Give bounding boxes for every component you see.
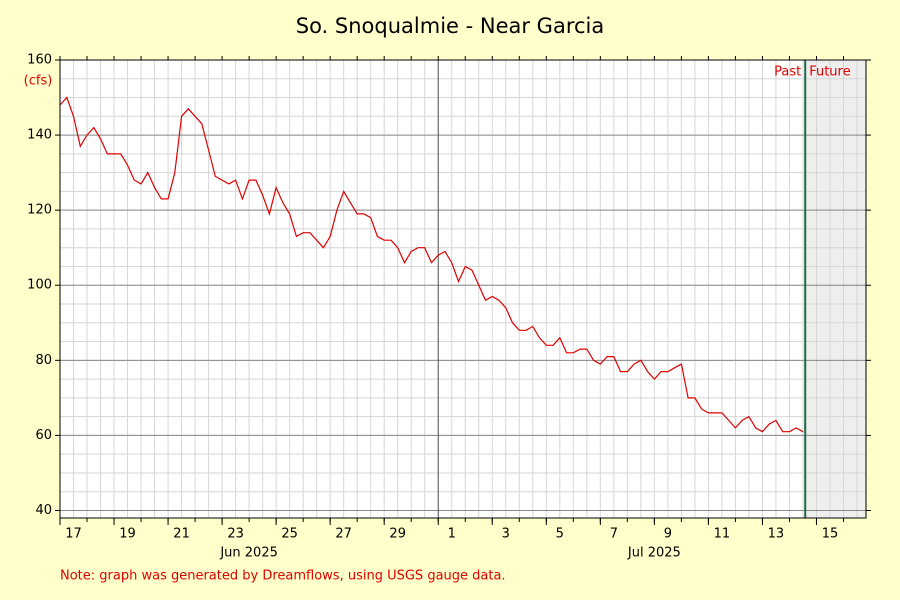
x-tick-label: 23 — [227, 527, 244, 542]
y-tick-label: 160 — [27, 53, 52, 68]
x-tick-label: 3 — [502, 527, 510, 542]
future-region — [805, 60, 866, 518]
x-tick-label: 27 — [335, 527, 352, 542]
x-tick-label: 11 — [714, 527, 731, 542]
chart-title: So. Snoqualmie - Near Garcia — [296, 14, 605, 38]
x-tick-label: 1 — [448, 527, 456, 542]
x-tick-label: 13 — [768, 527, 785, 542]
x-tick-label: 15 — [822, 527, 839, 542]
x-tick-label: 19 — [119, 527, 136, 542]
x-tick-label: 7 — [610, 527, 618, 542]
y-tick-label: 140 — [27, 128, 52, 143]
y-tick-label: 40 — [35, 503, 52, 518]
x-tick-label: 25 — [281, 527, 298, 542]
x-tick-label: 9 — [664, 527, 672, 542]
past-label: Past — [774, 65, 801, 80]
y-tick-label: 120 — [27, 203, 52, 218]
unit-label: (cfs) — [24, 74, 53, 89]
month-label: Jun 2025 — [219, 546, 278, 561]
plot-frame — [59, 59, 867, 519]
plot-area — [60, 60, 866, 518]
x-tick-label: 5 — [556, 527, 564, 542]
x-tick-label: 29 — [389, 527, 406, 542]
y-tick-label: 60 — [35, 428, 52, 443]
future-label: Future — [809, 65, 850, 80]
y-tick-label: 100 — [27, 278, 52, 293]
x-tick-label: 21 — [173, 527, 190, 542]
y-tick-label: 80 — [35, 353, 52, 368]
month-label: Jul 2025 — [627, 546, 681, 561]
x-tick-label: 17 — [65, 527, 82, 542]
note: Note: graph was generated by Dreamflows,… — [60, 569, 506, 584]
flow-line — [59, 96, 804, 433]
